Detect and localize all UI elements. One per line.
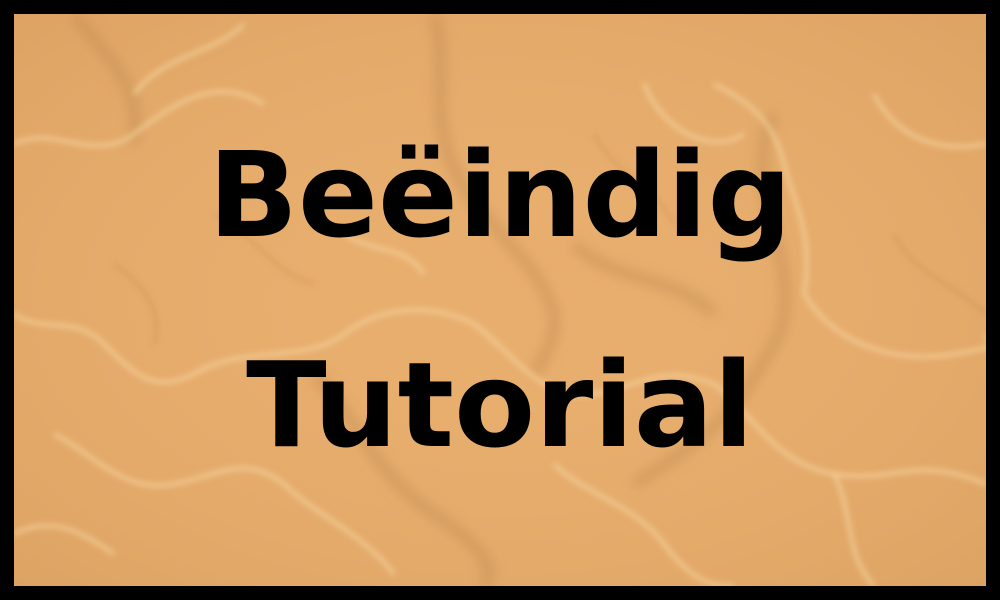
label-line-2: Tutorial (246, 336, 754, 474)
marble-texture (14, 14, 986, 586)
end-tutorial-label: Beëindig Tutorial (14, 14, 986, 586)
label-line-1: Beëindig (208, 126, 792, 264)
end-tutorial-button[interactable]: Beëindig Tutorial (14, 14, 986, 586)
